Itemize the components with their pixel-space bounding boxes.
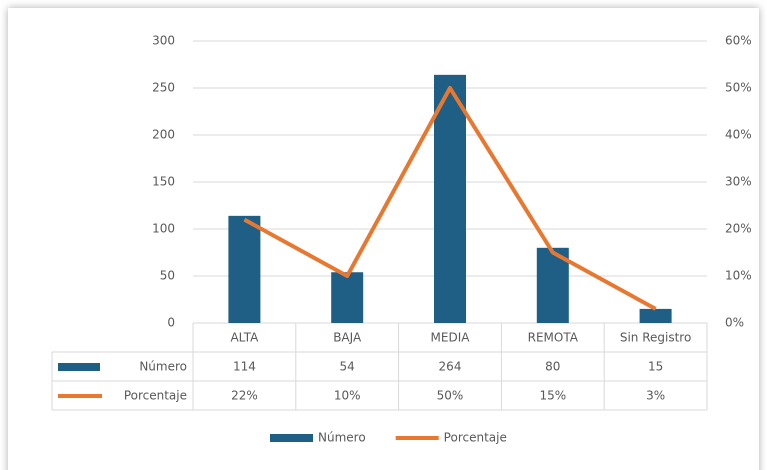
y-tick-label: 200 — [152, 128, 175, 142]
table-cell: 15% — [539, 389, 566, 403]
chart-panel — [8, 8, 759, 470]
y2-tick-label: 40% — [725, 128, 752, 142]
y-tick-label: 250 — [152, 81, 175, 95]
x-tick-label: Sin Registro — [620, 331, 691, 345]
x-tick-label: REMOTA — [528, 331, 579, 345]
table-cell: 54 — [340, 360, 355, 374]
bar — [331, 272, 364, 323]
bar — [228, 215, 261, 323]
table-cell: 3% — [646, 389, 665, 403]
y2-tick-label: 50% — [725, 81, 752, 95]
y2-tick-label: 10% — [725, 269, 752, 283]
table-cell: 15 — [648, 360, 663, 374]
y2-tick-label: 60% — [725, 34, 752, 48]
x-tick-label: BAJA — [333, 331, 362, 345]
table-cell: 22% — [231, 389, 258, 403]
y-tick-label: 0 — [167, 316, 175, 330]
y-tick-label: 100 — [152, 222, 175, 236]
legend-label: Porcentaje — [444, 431, 507, 445]
y2-tick-label: 0% — [725, 316, 744, 330]
y2-tick-label: 20% — [725, 222, 752, 236]
table-legend-swatch — [58, 363, 100, 371]
line — [243, 86, 657, 311]
x-tick-label: MEDIA — [431, 331, 471, 345]
bar — [434, 74, 466, 323]
y-tick-label: 50 — [160, 269, 175, 283]
bar — [639, 308, 672, 323]
table-cell: 264 — [439, 360, 462, 374]
table-cell: 10% — [334, 389, 361, 403]
table-row-header: Porcentaje — [124, 389, 187, 403]
y2-tick-label: 30% — [725, 175, 752, 189]
table-cell: 50% — [437, 389, 464, 403]
legend-label: Número — [318, 431, 366, 445]
table-cell: 80 — [545, 360, 560, 374]
table-cell: 114 — [233, 360, 256, 374]
table-row-header: Número — [139, 360, 187, 374]
legend-swatch — [270, 434, 313, 442]
x-tick-label: ALTA — [230, 331, 259, 345]
y-tick-label: 150 — [152, 175, 175, 189]
y-tick-label: 300 — [152, 34, 175, 48]
